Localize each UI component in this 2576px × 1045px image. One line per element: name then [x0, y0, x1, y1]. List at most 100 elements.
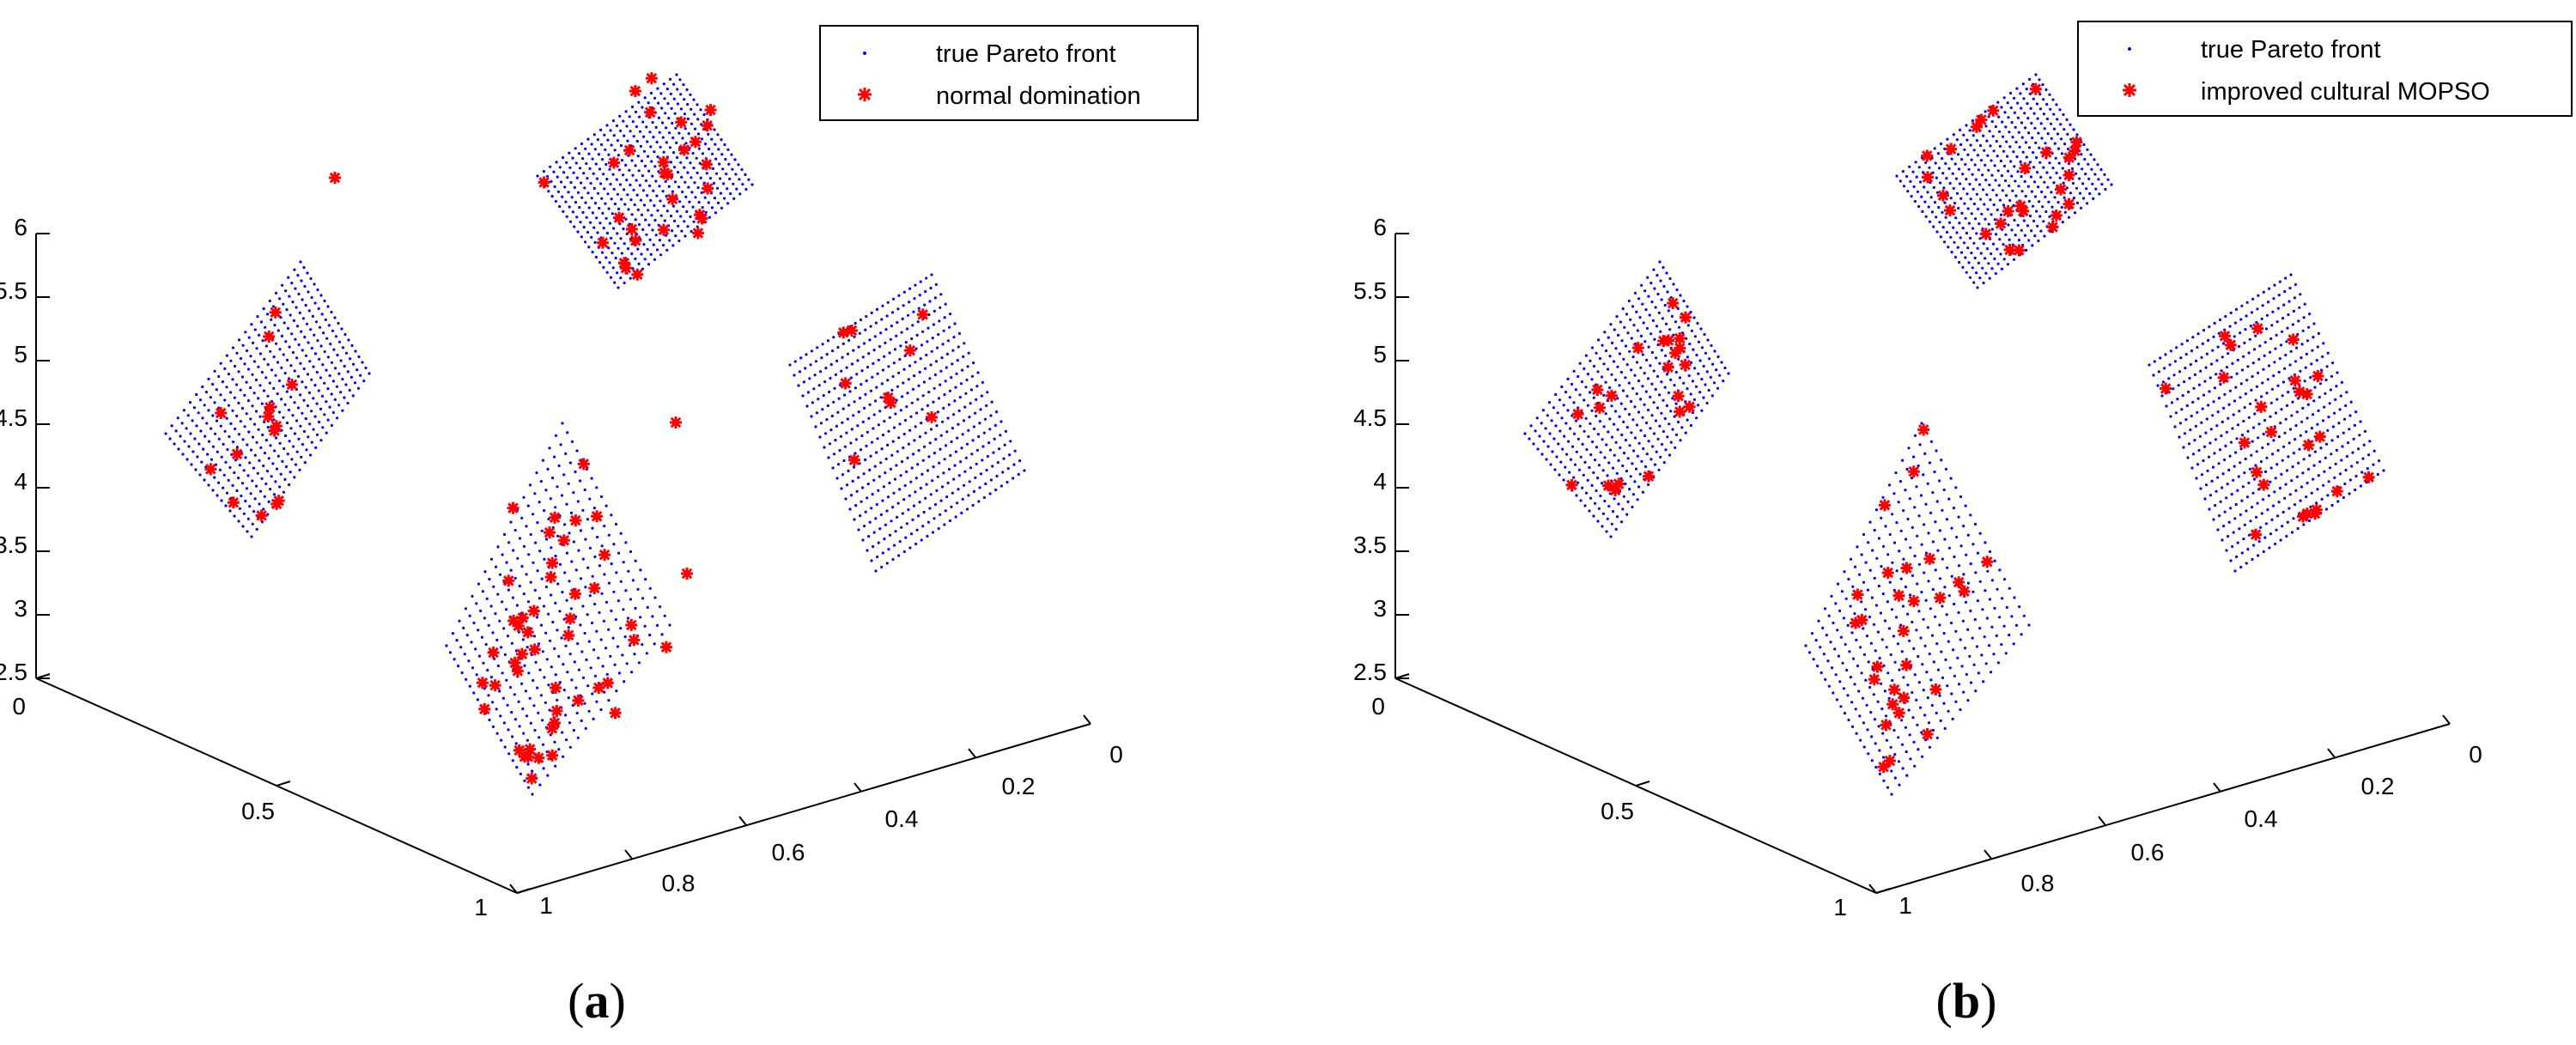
front-point-right	[913, 297, 916, 301]
front-point-bottom	[615, 690, 618, 693]
front-point-top	[1995, 193, 1998, 197]
front-point-right	[863, 525, 866, 528]
front-point-left	[1609, 535, 1613, 538]
front-point-left	[268, 381, 271, 385]
front-point-left	[266, 426, 270, 429]
front-point-top	[2042, 112, 2045, 116]
front-point-right	[908, 364, 912, 368]
front-point-top	[2060, 152, 2063, 155]
front-point-left	[1632, 324, 1636, 327]
front-point-left	[344, 383, 348, 386]
front-point-left	[346, 401, 349, 405]
front-point-right	[2233, 321, 2237, 325]
front-point-right	[2189, 428, 2192, 432]
front-point-bottom	[535, 471, 538, 475]
front-point-bottom	[2027, 623, 2031, 627]
front-point-left	[1702, 396, 1705, 399]
front-point-top	[613, 241, 617, 245]
front-point-right	[2288, 363, 2292, 367]
front-point-bottom	[511, 759, 514, 762]
front-point-top	[2087, 177, 2091, 180]
front-point-right	[923, 303, 927, 307]
front-point-bottom	[545, 658, 549, 661]
front-point-top	[2028, 92, 2032, 95]
front-point-left	[325, 368, 328, 372]
front-point-top	[2082, 197, 2086, 200]
front-point-top	[671, 229, 674, 233]
front-point-top	[690, 107, 693, 111]
front-point-right	[2311, 349, 2314, 352]
front-point-top	[677, 171, 680, 174]
front-point-left	[1579, 455, 1583, 459]
front-point-left	[1704, 383, 1707, 386]
front-point-left	[1596, 519, 1600, 523]
front-point-top	[2084, 173, 2087, 176]
front-point-right	[2229, 507, 2233, 510]
solution-point	[2362, 471, 2375, 483]
front-point-bottom	[564, 452, 568, 456]
front-point-right	[2285, 534, 2288, 538]
front-point-left	[170, 424, 173, 428]
front-point-left	[1589, 359, 1592, 362]
front-point-left	[258, 502, 261, 506]
front-point-bottom	[1929, 440, 1933, 444]
front-point-right	[2208, 390, 2211, 393]
front-point-right	[2231, 544, 2234, 549]
front-point-right	[854, 504, 858, 507]
front-point-bottom	[648, 586, 652, 590]
front-point-left	[1569, 458, 1573, 461]
front-point-right	[878, 527, 882, 531]
front-point-left	[1602, 393, 1606, 397]
front-point-top	[569, 180, 573, 185]
front-point-left	[1621, 507, 1625, 511]
front-point-bottom	[533, 728, 537, 732]
front-point-right	[2231, 427, 2234, 430]
front-point-right	[945, 366, 948, 369]
solution-point	[269, 306, 282, 319]
front-point-top	[658, 185, 661, 188]
front-point-right	[2310, 427, 2313, 430]
front-point-top	[613, 149, 617, 152]
front-point-right	[908, 428, 912, 432]
front-point-right	[2270, 387, 2275, 391]
front-point-right	[2298, 447, 2301, 451]
front-point-bottom	[1942, 631, 1946, 635]
front-point-top	[547, 190, 550, 193]
front-point-right	[821, 343, 824, 346]
front-point-right	[2256, 307, 2259, 311]
front-point-right	[1004, 429, 1007, 433]
front-point-left	[328, 405, 331, 409]
front-point-right	[954, 386, 957, 389]
front-point-top	[1970, 212, 1973, 216]
front-point-top	[676, 155, 679, 160]
front-point-right	[2287, 391, 2290, 394]
front-point-right	[928, 507, 932, 510]
front-point-right	[2258, 344, 2262, 348]
front-point-left	[1546, 414, 1549, 417]
front-point-right	[950, 505, 953, 508]
front-point-right	[921, 394, 925, 398]
front-point-bottom	[498, 619, 501, 623]
front-point-right	[907, 378, 910, 381]
front-point-right	[845, 366, 848, 369]
front-point-bottom	[507, 541, 511, 544]
front-point-right	[2271, 504, 2275, 507]
front-point-bottom	[641, 597, 645, 600]
front-point-right	[2323, 405, 2326, 409]
front-point-bottom	[483, 617, 487, 620]
front-point-top	[653, 218, 657, 222]
front-point-right	[889, 337, 892, 341]
front-point-right	[2327, 416, 2330, 419]
front-point-bottom	[1943, 538, 1947, 541]
front-point-bottom	[1859, 738, 1862, 742]
front-point-top	[1972, 241, 1976, 245]
front-point-left	[1620, 339, 1624, 343]
front-point-right	[924, 496, 927, 500]
solution-point	[1881, 567, 1894, 580]
front-point-left	[296, 406, 301, 410]
front-point-right	[2363, 429, 2366, 433]
front-point-left	[1677, 325, 1681, 329]
front-point-top	[589, 181, 592, 185]
front-point-bottom	[1843, 570, 1846, 574]
front-point-right	[829, 428, 833, 432]
